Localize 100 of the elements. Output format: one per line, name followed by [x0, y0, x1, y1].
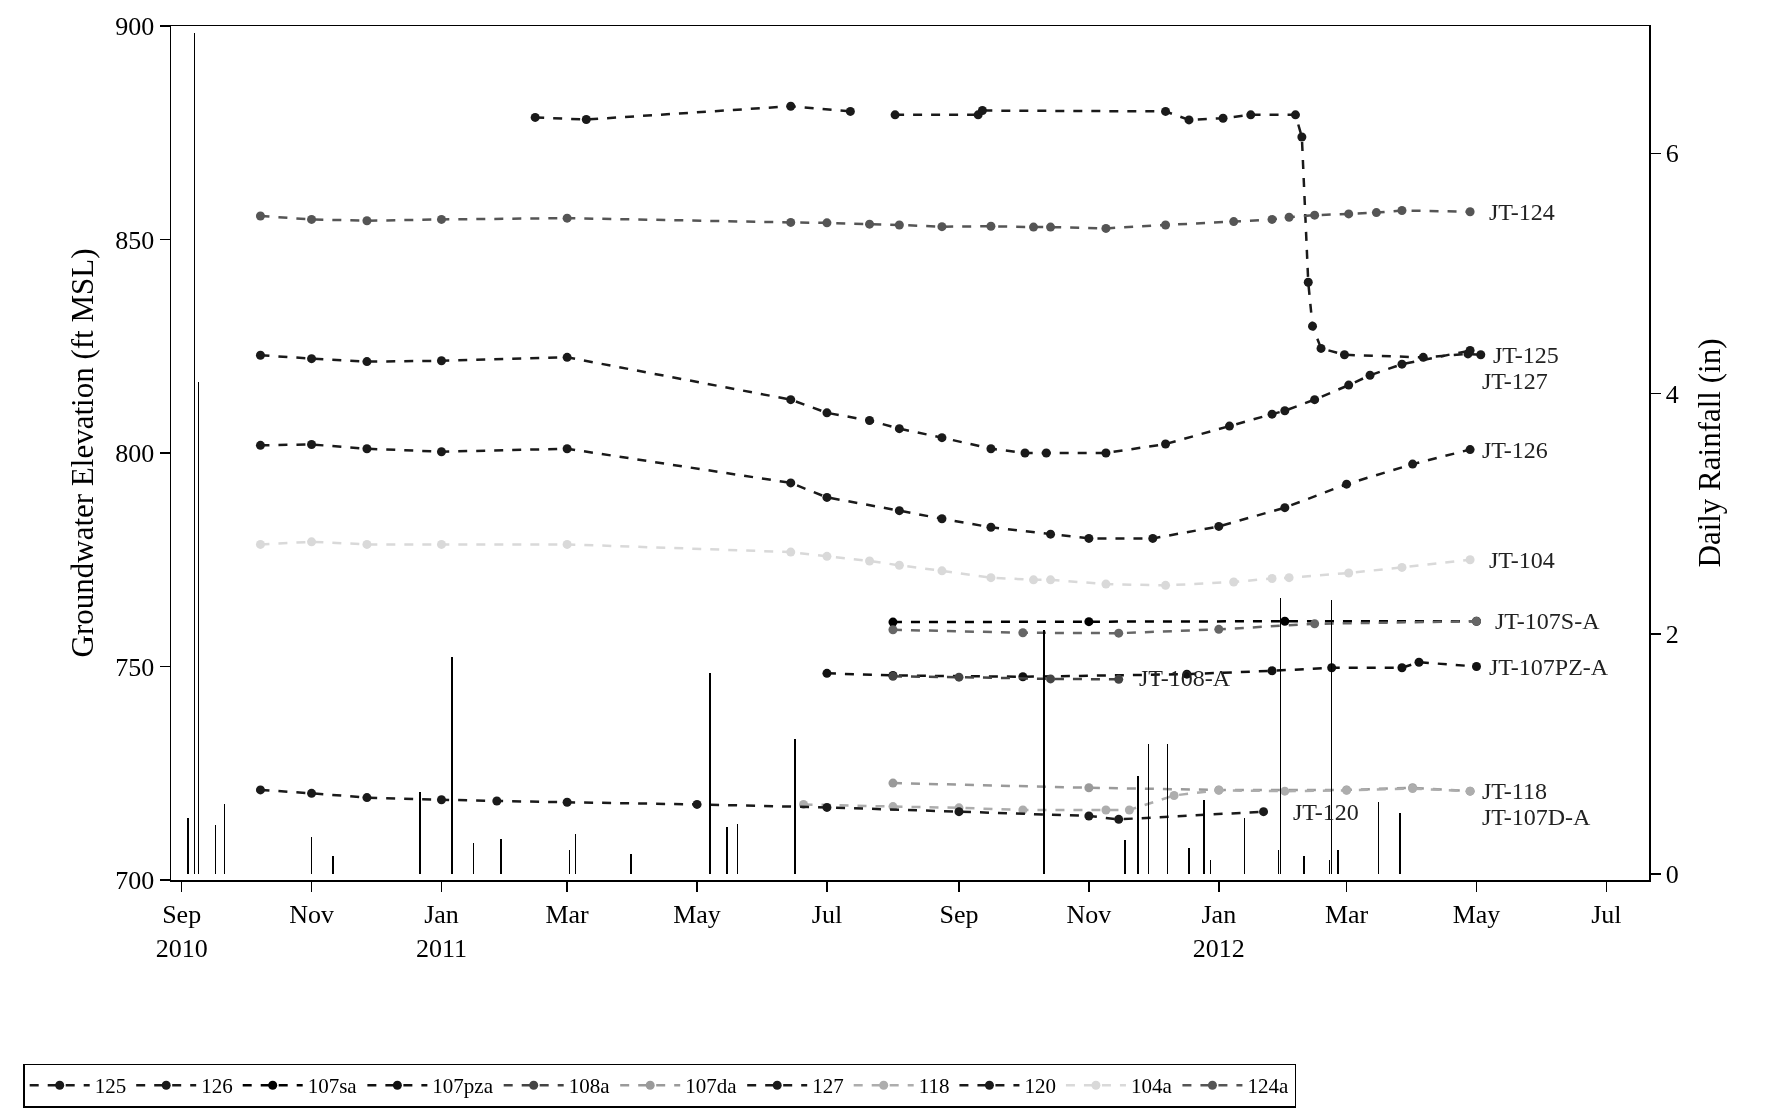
point [894, 220, 904, 230]
point [255, 539, 265, 549]
point [986, 444, 996, 454]
point [1084, 533, 1094, 543]
point [1114, 814, 1124, 824]
point [822, 408, 832, 418]
point [562, 352, 572, 362]
legend-label: 107da [685, 1074, 738, 1099]
point [492, 796, 502, 806]
point [562, 797, 572, 807]
annotation: JT-127 [1482, 368, 1548, 394]
point [562, 213, 572, 223]
point [1414, 657, 1424, 667]
point [1303, 277, 1313, 287]
legend-label: 126 [201, 1074, 233, 1099]
y2-tick-label: 0 [1665, 860, 1679, 890]
point [865, 556, 875, 566]
point [1344, 568, 1354, 578]
point [894, 560, 904, 570]
point [894, 506, 904, 516]
point [937, 222, 947, 232]
point [1284, 212, 1294, 222]
point [1371, 208, 1381, 218]
point [1267, 214, 1277, 224]
legend-label: 125 [94, 1074, 127, 1099]
x-tick-label: Sep [939, 899, 979, 929]
legend-label: 120 [1024, 1074, 1056, 1099]
point [1184, 115, 1194, 125]
point [1124, 805, 1134, 815]
point [1397, 205, 1407, 215]
point [1339, 350, 1349, 360]
y2-axis-title: Daily Rainfall (in) [1691, 338, 1727, 568]
x-tick-label: Jan 2012 [1192, 899, 1245, 963]
point [362, 539, 372, 549]
point [1214, 521, 1224, 531]
point [1284, 573, 1294, 583]
point [986, 573, 996, 583]
point [1084, 811, 1094, 821]
point [436, 539, 446, 549]
point [1465, 445, 1475, 455]
point [986, 221, 996, 231]
point [1397, 663, 1407, 673]
point [1280, 406, 1290, 416]
x-tick-label: May [673, 899, 721, 929]
annotation: JT-107D-A [1482, 804, 1592, 830]
point [1046, 529, 1056, 539]
point [436, 447, 446, 457]
point [1101, 805, 1111, 815]
point [937, 566, 947, 576]
point [255, 211, 265, 221]
point [786, 478, 796, 488]
point [1344, 209, 1354, 219]
point [865, 219, 875, 229]
point [530, 112, 540, 122]
point [937, 514, 947, 524]
point [362, 216, 372, 226]
point [1472, 662, 1481, 671]
point [1408, 459, 1418, 469]
point [1101, 223, 1111, 233]
point [307, 439, 317, 449]
annotation: JT-107PZ-A [1489, 654, 1609, 680]
point [1224, 421, 1234, 431]
point [845, 106, 855, 116]
point [562, 444, 572, 454]
annotation: JT-118 [1482, 778, 1547, 804]
x-tick-label: Mar [1324, 899, 1369, 929]
point [1029, 222, 1039, 232]
point [1267, 409, 1277, 419]
point [977, 106, 987, 116]
point [865, 416, 875, 426]
point [1259, 807, 1269, 817]
point [822, 218, 832, 228]
point [1310, 619, 1320, 629]
point [362, 357, 372, 367]
point [1161, 580, 1171, 590]
point [436, 795, 446, 805]
point [362, 444, 372, 454]
y-tick-label: 700 [115, 866, 155, 896]
point [1029, 575, 1039, 585]
point [1267, 574, 1277, 584]
y-tick-label: 900 [115, 12, 155, 42]
point [255, 785, 265, 795]
point [1214, 624, 1224, 634]
x-tick-label: Sep 2010 [155, 899, 208, 963]
x-tick-label: Nov [289, 899, 334, 929]
y-tick-label: 850 [115, 225, 155, 255]
point [786, 101, 796, 111]
point [1101, 579, 1111, 589]
point [937, 433, 947, 443]
point [692, 799, 702, 809]
point [255, 440, 265, 450]
point [1114, 674, 1124, 684]
legend-label: 104a [1130, 1074, 1173, 1099]
point [1169, 790, 1179, 800]
point [1229, 217, 1239, 227]
annotation: JT-107S-A [1495, 608, 1601, 634]
point [307, 788, 317, 798]
annotation: JT-124 [1489, 199, 1555, 225]
point [1310, 210, 1320, 220]
point [1046, 674, 1056, 684]
